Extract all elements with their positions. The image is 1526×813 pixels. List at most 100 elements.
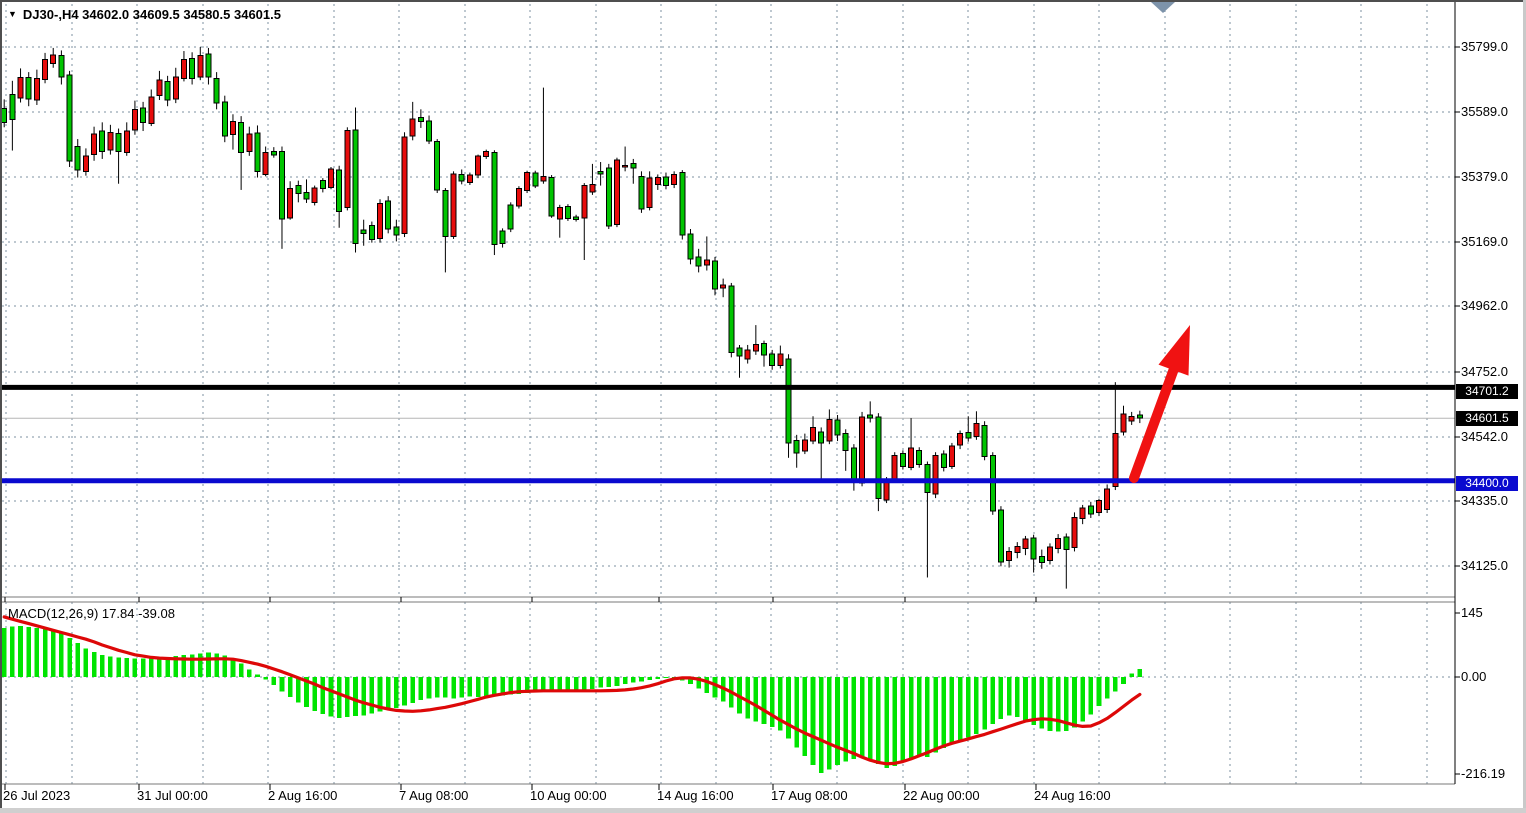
time-axis-label: 24 Aug 16:00 bbox=[1034, 788, 1111, 803]
candle-down bbox=[597, 170, 604, 175]
candle-down bbox=[916, 449, 923, 466]
candle-up bbox=[377, 203, 384, 239]
arrow-head bbox=[1158, 325, 1190, 376]
macd-histogram-bar bbox=[900, 677, 906, 763]
macd-histogram-bar bbox=[622, 677, 628, 685]
candle-down bbox=[818, 431, 825, 444]
macd-histogram-bar bbox=[916, 677, 922, 756]
candle-up bbox=[475, 155, 482, 176]
macd-histogram-bar bbox=[1064, 677, 1069, 731]
candle-up bbox=[826, 418, 833, 442]
candle-up bbox=[581, 185, 588, 219]
macd-histogram-bar bbox=[418, 677, 424, 701]
candle-up bbox=[483, 150, 490, 157]
candle-down bbox=[99, 130, 106, 152]
candlestick-series bbox=[1, 47, 1143, 589]
candle-up bbox=[948, 445, 955, 467]
macd-histogram-bar bbox=[426, 677, 432, 699]
macd-histogram-bar bbox=[42, 628, 48, 678]
macd-histogram-bar bbox=[173, 656, 179, 678]
macd-histogram-bar bbox=[75, 643, 81, 678]
window-left-border bbox=[0, 0, 2, 810]
candle-up bbox=[957, 433, 964, 446]
macd-histogram-bar bbox=[590, 677, 595, 690]
macd-histogram-bar bbox=[1129, 673, 1134, 678]
macd-histogram-bar bbox=[876, 677, 881, 765]
candle-down bbox=[1136, 414, 1143, 419]
macd-histogram-bar bbox=[451, 677, 456, 699]
macd-histogram-bar bbox=[524, 677, 530, 694]
candle-down bbox=[368, 224, 375, 241]
macd-histogram-bar bbox=[26, 627, 32, 678]
candle-up bbox=[131, 108, 138, 131]
candle-up bbox=[613, 159, 620, 226]
forecast-arrow bbox=[2, 325, 1455, 484]
candle-up bbox=[466, 174, 473, 183]
macd-histogram-bar bbox=[483, 677, 489, 697]
candle-down bbox=[875, 416, 882, 500]
price-axis-label: 34962.0 bbox=[1461, 298, 1508, 313]
macd-histogram-bar bbox=[255, 674, 260, 678]
candle-up bbox=[556, 206, 563, 220]
macd-histogram-bar bbox=[394, 677, 399, 709]
candle-down bbox=[205, 53, 212, 78]
candle-down bbox=[458, 173, 465, 182]
macd-histogram-bar bbox=[238, 663, 244, 678]
candle-up bbox=[1079, 507, 1086, 520]
time-axis-label: 10 Aug 00:00 bbox=[530, 788, 607, 803]
macd-histogram-bar bbox=[941, 677, 947, 749]
macd-histogram-bar bbox=[206, 652, 211, 678]
macd-histogram-bar bbox=[581, 677, 587, 691]
scroll-marker-icon[interactable] bbox=[1151, 2, 1175, 13]
candle-up bbox=[172, 76, 179, 100]
macd-histogram-bar bbox=[410, 677, 415, 703]
macd-histogram-bar bbox=[385, 677, 391, 710]
candle-up bbox=[1120, 413, 1127, 433]
candle-down bbox=[303, 191, 310, 200]
macd-histogram-bar bbox=[982, 677, 987, 730]
candle-up bbox=[703, 259, 710, 266]
candle-down bbox=[736, 347, 743, 357]
candle-down bbox=[834, 419, 841, 436]
candle-up bbox=[1095, 500, 1102, 513]
macd-histogram-bar bbox=[181, 655, 187, 678]
macd-axis-label: 145 bbox=[1461, 605, 1483, 620]
candle-down bbox=[278, 150, 285, 220]
macd-histogram-bar bbox=[1113, 677, 1118, 692]
symbol-dropdown-icon[interactable]: ▼ bbox=[8, 9, 17, 19]
price-axis-label: 34542.0 bbox=[1461, 429, 1508, 444]
macd-histogram-bar bbox=[508, 677, 514, 695]
candle-down bbox=[981, 425, 988, 458]
macd-histogram-bar bbox=[843, 677, 849, 762]
candle-down bbox=[1038, 555, 1045, 564]
time-axis-label: 2 Aug 16:00 bbox=[268, 788, 338, 803]
macd-histogram-bar bbox=[279, 677, 285, 692]
candle-down bbox=[630, 162, 637, 169]
macd-histogram-bar bbox=[132, 658, 138, 678]
candle-down bbox=[761, 343, 768, 356]
macd-indicator bbox=[1, 615, 1143, 774]
macd-histogram-bar bbox=[541, 677, 546, 693]
candle-up bbox=[17, 77, 24, 99]
macd-histogram-bar bbox=[459, 677, 465, 698]
macd-histogram-bar bbox=[353, 677, 358, 717]
macd-histogram-bar bbox=[1055, 677, 1061, 732]
time-axis-label: 7 Aug 08:00 bbox=[399, 788, 469, 803]
macd-histogram-bar bbox=[1031, 677, 1036, 726]
macd-histogram-bar bbox=[573, 677, 579, 692]
macd-histogram-bar bbox=[467, 677, 473, 697]
macd-histogram-bar bbox=[647, 677, 652, 681]
candle-down bbox=[695, 256, 702, 267]
candle-down bbox=[74, 146, 81, 171]
macd-histogram-bar bbox=[810, 677, 816, 766]
macd-histogram-bar bbox=[116, 657, 121, 678]
macd-histogram-bar bbox=[1121, 677, 1126, 685]
macd-histogram-bar bbox=[745, 677, 750, 719]
macd-histogram-bar bbox=[712, 677, 718, 698]
macd-histogram-bar bbox=[157, 657, 162, 678]
candle-up bbox=[752, 343, 759, 352]
chart-title: ▼ DJ30-,H4 34602.0 34609.5 34580.5 34601.… bbox=[8, 7, 281, 22]
